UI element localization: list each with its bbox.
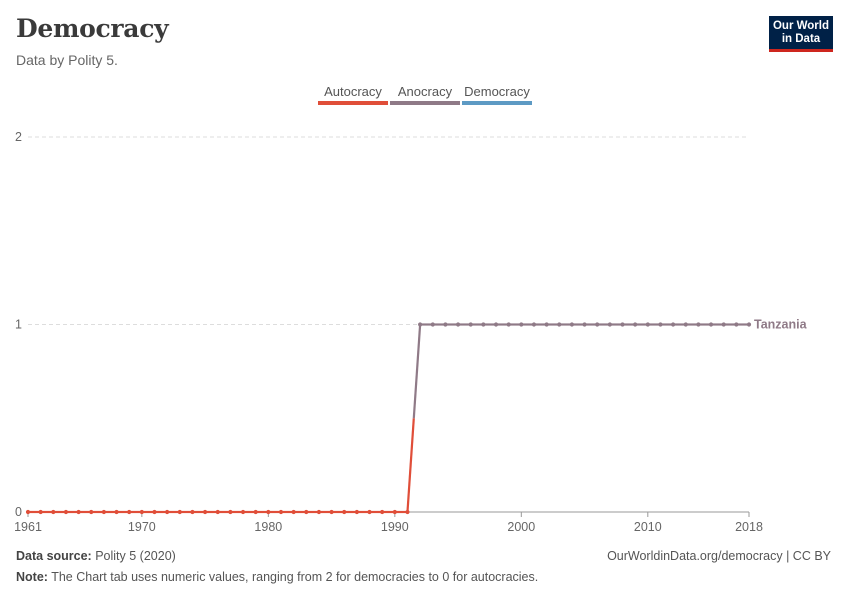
data-point[interactable] — [544, 322, 549, 327]
data-point[interactable] — [354, 509, 359, 515]
data-point[interactable] — [746, 322, 752, 327]
x-tick-label: 2010 — [634, 520, 662, 534]
data-source: Data source: Polity 5 (2020) — [16, 549, 176, 563]
series-label-tanzania[interactable]: Tanzania — [754, 318, 808, 332]
series-segment — [406, 418, 415, 513]
data-point[interactable] — [139, 509, 144, 515]
data-point[interactable] — [291, 509, 296, 515]
data-point[interactable] — [316, 509, 322, 515]
data-point[interactable] — [152, 509, 157, 515]
data-point[interactable] — [253, 509, 258, 515]
data-point[interactable] — [620, 322, 625, 327]
data-point[interactable] — [607, 322, 612, 327]
data-point[interactable] — [734, 322, 739, 327]
data-point[interactable] — [76, 509, 81, 515]
data-point[interactable] — [329, 509, 334, 515]
data-point[interactable] — [51, 509, 56, 515]
data-point[interactable] — [63, 509, 69, 515]
data-point[interactable] — [481, 322, 486, 327]
legend-label-democracy[interactable]: Democracy — [464, 84, 530, 99]
data-point[interactable] — [645, 322, 650, 327]
data-point[interactable] — [633, 322, 638, 327]
data-point[interactable] — [278, 509, 284, 515]
data-point[interactable] — [595, 322, 600, 327]
data-point[interactable] — [569, 322, 575, 327]
logo-line-2: in Data — [781, 33, 821, 45]
x-tick-label: 2000 — [507, 520, 535, 534]
chart-subtitle: Data by Polity 5. — [16, 52, 118, 68]
legend-label-autocracy[interactable]: Autocracy — [324, 84, 382, 99]
data-point[interactable] — [215, 509, 220, 515]
source-url-link[interactable]: OurWorldinData.org/democracy | CC BY — [607, 549, 831, 563]
data-point[interactable] — [101, 509, 106, 515]
data-point[interactable] — [127, 509, 132, 515]
data-point[interactable] — [721, 322, 726, 327]
series-segment — [412, 324, 422, 419]
chart-note: Note: The Chart tab uses numeric values,… — [16, 570, 538, 584]
data-point[interactable] — [506, 322, 511, 327]
legend-swatch-autocracy[interactable] — [318, 101, 388, 105]
data-point[interactable] — [177, 509, 182, 515]
data-point[interactable] — [25, 509, 31, 515]
data-source-value: Polity 5 (2020) — [95, 549, 176, 563]
note-label: Note: — [16, 570, 48, 584]
data-point[interactable] — [228, 509, 233, 515]
x-tick-label: 1990 — [381, 520, 409, 534]
logo-line-1: Our World — [772, 20, 829, 32]
data-point[interactable] — [202, 509, 208, 515]
data-point[interactable] — [531, 322, 537, 327]
data-point[interactable] — [557, 322, 562, 327]
data-point[interactable] — [114, 509, 119, 515]
data-point[interactable] — [304, 509, 309, 515]
data-point[interactable] — [266, 509, 271, 515]
data-point[interactable] — [38, 509, 43, 515]
owid-logo[interactable]: Our World in Data — [769, 16, 833, 52]
data-point[interactable] — [696, 322, 701, 327]
data-point[interactable] — [418, 322, 423, 327]
y-tick-label: 0 — [15, 505, 22, 519]
data-point[interactable] — [493, 322, 499, 327]
data-point[interactable] — [443, 322, 448, 327]
note-text: The Chart tab uses numeric values, rangi… — [51, 570, 539, 584]
legend-swatch-democracy[interactable] — [462, 101, 532, 105]
x-tick-label: 2018 — [735, 520, 763, 534]
line-chart: Autocracy Anocracy Democracy 0 1 2 1961 1970 198… — [14, 84, 808, 534]
data-point[interactable] — [367, 509, 372, 515]
data-point[interactable] — [708, 322, 714, 327]
data-point[interactable] — [165, 509, 170, 515]
data-point[interactable] — [240, 509, 246, 515]
data-point[interactable] — [380, 509, 385, 515]
y-tick-label: 1 — [15, 318, 22, 332]
data-point[interactable] — [190, 509, 195, 515]
x-tick-label: 1980 — [254, 520, 282, 534]
data-point[interactable] — [392, 509, 397, 515]
data-point[interactable] — [455, 322, 461, 327]
data-point[interactable] — [683, 322, 688, 327]
data-source-label: Data source: — [16, 549, 92, 563]
x-tick-label: 1961 — [14, 520, 42, 534]
data-point[interactable] — [468, 322, 473, 327]
data-point[interactable] — [405, 509, 410, 515]
legend-label-anocracy[interactable]: Anocracy — [398, 84, 453, 99]
x-tick-label: 1970 — [128, 520, 156, 534]
chart-title: Democracy — [16, 14, 169, 43]
data-point[interactable] — [582, 322, 587, 327]
data-point[interactable] — [342, 509, 347, 515]
data-point[interactable] — [430, 322, 435, 327]
legend-swatch-anocracy[interactable] — [390, 101, 460, 105]
data-point[interactable] — [89, 509, 94, 515]
y-tick-label: 2 — [15, 130, 22, 144]
data-point[interactable] — [671, 322, 676, 327]
data-point[interactable] — [658, 322, 663, 327]
data-point[interactable] — [519, 322, 524, 327]
